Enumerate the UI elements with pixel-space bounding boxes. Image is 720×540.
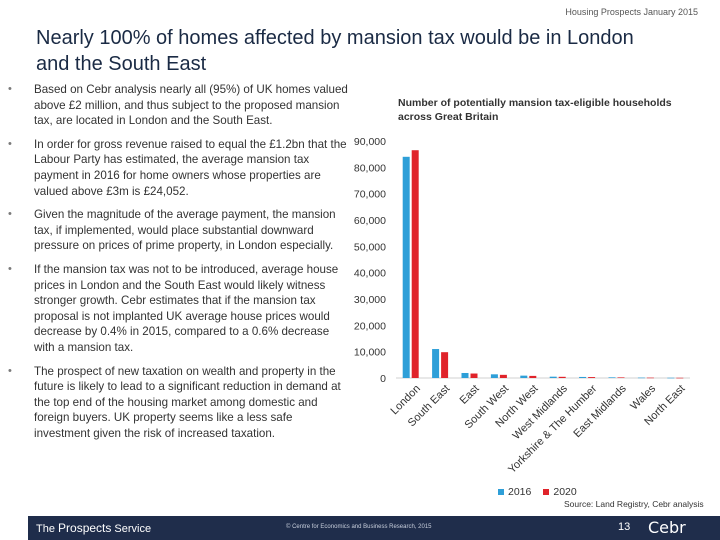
bullet-dot-icon: •	[8, 262, 12, 275]
bar-2016-north-west	[520, 375, 528, 378]
brand-main: Prospects	[58, 521, 112, 535]
legend-swatch-2016	[498, 489, 504, 495]
y-tick-label: 0	[380, 373, 386, 385]
legend-swatch-2020	[543, 489, 550, 495]
page-number: 13	[618, 521, 631, 533]
footer-copyright: © Centre for Economics and Business Rese…	[286, 524, 432, 530]
bar-2020-east-midlands	[617, 377, 625, 378]
bar-2020-north-east	[676, 377, 684, 379]
x-tick-label: East	[458, 383, 482, 407]
bar-2016-yorkshire-the-humber	[579, 376, 587, 378]
source-note: Source: Land Registry, Cebr analysis	[564, 499, 704, 509]
y-tick-label: 30,000	[354, 294, 386, 306]
y-tick-label: 40,000	[354, 268, 386, 280]
y-tick-label: 20,000	[354, 320, 386, 332]
brand-suffix: Service	[111, 523, 152, 535]
legend-label-2016: 2016	[508, 486, 532, 498]
x-tick-label: East Midlands	[571, 382, 629, 440]
bullet-text: In order for gross revenue raised to equ…	[34, 137, 347, 198]
bullet-item: • In order for gross revenue raised to eq…	[8, 137, 348, 199]
cebr-logo: Cebr	[648, 518, 686, 537]
bar-2020-yorkshire-the-humber	[588, 377, 596, 378]
bar-2016-east-midlands	[608, 377, 616, 378]
bullet-dot-icon: •	[8, 137, 12, 150]
bullet-text: The prospect of new taxation on wealth a…	[34, 364, 341, 440]
bar-2016-north-east	[667, 377, 675, 379]
bullet-dot-icon: •	[8, 83, 12, 95]
bar-2016-east	[461, 372, 469, 378]
bar-2020-west-midlands	[558, 376, 566, 378]
bullet-text: Given the magnitude of the average payme…	[34, 208, 336, 253]
brand-prefix: The	[36, 523, 59, 535]
y-tick-label: 50,000	[354, 241, 386, 253]
y-tick-label: 60,000	[354, 215, 386, 227]
bar-2016-south-west	[490, 374, 498, 378]
footer-brand: The Prospects Service	[36, 521, 151, 535]
bar-2016-south-east	[432, 349, 440, 378]
bullet-item: • Given the magnitude of the average paym…	[8, 207, 348, 254]
bar-2016-london	[402, 156, 410, 378]
y-tick-label: 10,000	[354, 347, 386, 359]
bar-2016-wales	[637, 377, 645, 379]
footer-bar: The Prospects Service © Centre for Econo…	[28, 516, 720, 540]
bar-2020-south-west	[499, 374, 507, 378]
legend-label-2020: 2020	[553, 486, 577, 498]
bar-2020-london	[411, 150, 419, 378]
legend-item-2016: 2016	[498, 486, 531, 498]
bullet-item: • If the mansion tax was not to be introd…	[8, 262, 348, 356]
bar-2020-south-east	[441, 352, 449, 378]
bullet-text: If the mansion tax was not to be introdu…	[34, 262, 339, 354]
bullet-list: • Based on Cebr analysis nearly all (95%)…	[8, 82, 348, 449]
y-tick-label: 70,000	[354, 189, 386, 201]
bullet-dot-icon: •	[8, 364, 12, 377]
bar-2020-wales	[646, 377, 654, 379]
bar-2020-east	[470, 373, 478, 378]
bullet-dot-icon: •	[8, 208, 12, 221]
header-note: Housing Prospects January 2015	[565, 7, 698, 17]
bullet-text: Based on Cebr analysis nearly all (95%) …	[34, 83, 348, 128]
chart-legend: 2016 2020	[498, 486, 577, 498]
y-tick-label: 90,000	[354, 136, 386, 148]
bullet-item: • The prospect of new taxation on wealth …	[8, 364, 348, 442]
chart-title: Number of potentially mansion tax-eligib…	[398, 97, 672, 123]
page-title: Nearly 100% of homes affected by mansion…	[36, 27, 634, 75]
bar-2020-north-west	[529, 375, 537, 378]
y-tick-label: 80,000	[354, 162, 386, 174]
bar-2016-west-midlands	[549, 376, 557, 378]
legend-item-2020: 2020	[543, 486, 577, 498]
bullet-item: • Based on Cebr analysis nearly all (95%)…	[8, 82, 348, 129]
